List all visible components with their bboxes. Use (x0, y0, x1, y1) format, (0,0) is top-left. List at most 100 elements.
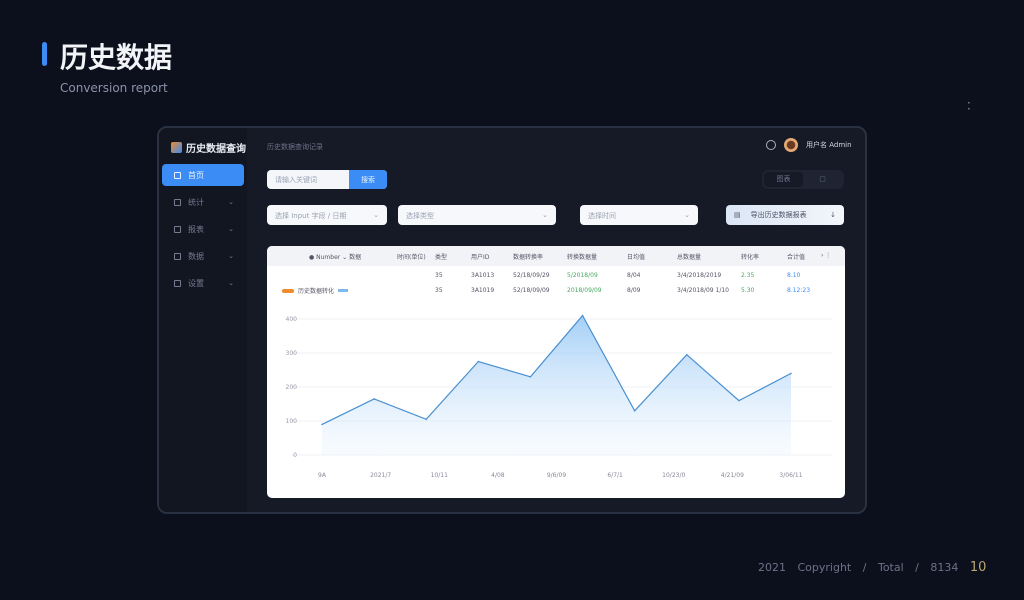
data-point (321, 423, 323, 426)
table-cell: 52/18/09/29 (513, 272, 550, 279)
table-cell: 3/4/2018/2019 (677, 272, 722, 279)
x-tick-label: 3/06/11 (779, 472, 802, 479)
more-icon[interactable]: · · (967, 96, 971, 116)
column-header[interactable]: 转换数据量 (567, 254, 598, 261)
app-window: 历史数据查询 首页统计 ⌄ 报表 ⌄ 数据 ⌄ 设置 ⌄ 历史数据查询记录 用户名 Admin… (157, 126, 867, 514)
column-header[interactable]: 时间(单位) (397, 254, 426, 261)
area-fill (322, 315, 791, 455)
legend-badge (338, 289, 349, 292)
table-cell: 5.30 (741, 287, 755, 294)
footer-text: / (862, 561, 867, 574)
sidebar-item[interactable]: 统计 ⌄ (162, 191, 244, 213)
logo-icon (171, 142, 182, 153)
sidebar-item[interactable]: 设置 ⌄ (162, 272, 244, 294)
document-icon: ▤ (734, 211, 741, 219)
page-title: 历史数据 (60, 41, 173, 74)
menu-icon (174, 225, 181, 233)
sidebar-item-label: 首页 (188, 170, 204, 180)
chevron-down-icon: ⌄ (684, 211, 690, 219)
breadcrumb: 历史数据查询记录 (267, 143, 323, 151)
export-button[interactable]: ▤ 导出历史数据报表 ↓ (726, 205, 844, 225)
sidebar-item[interactable]: 报表 ⌄ (162, 218, 244, 240)
search-button[interactable]: 搜索 (349, 170, 387, 189)
x-tick-label: 9A (318, 472, 327, 479)
area-chart: 0 100 200 300 400 9A 2021/7 10/11 4/08 9/6/09 6/7/… (286, 314, 832, 479)
page-subtitle: Conversion report (60, 81, 168, 95)
table-cell: 3A1019 (471, 287, 495, 294)
column-header[interactable]: ● Number ⌄ 数据 (309, 254, 362, 261)
x-tick-label: 4/21/09 (721, 472, 744, 479)
avatar[interactable] (784, 138, 798, 152)
logo: 历史数据查询 (171, 140, 246, 155)
sidebar-item-label: 数据 (188, 251, 204, 261)
chevron-down-icon: ⌄ (228, 198, 234, 206)
column-header[interactable]: › ⋮ (821, 252, 832, 259)
chevron-down-icon: ⌄ (373, 211, 379, 219)
export-label: 导出历史数据报表 (750, 211, 807, 219)
chart-legend: 历史数据转化 (282, 286, 349, 295)
filter-value: 选择类型 (406, 212, 434, 220)
column-header[interactable]: 日均值 (627, 254, 646, 261)
data-point (581, 314, 584, 317)
notification-icon[interactable] (766, 140, 776, 150)
y-tick-label: 200 (286, 384, 298, 391)
footer-text: 8134 (930, 561, 959, 574)
series-line (321, 314, 792, 425)
data-point (529, 376, 532, 378)
table-cell: 2018/09/09 (567, 287, 602, 294)
filter-field[interactable]: 选择 Input 字段 / 日期 ⌄ (267, 205, 387, 225)
sidebar-item-label: 设置 (188, 278, 204, 288)
footer-text: / (915, 561, 919, 574)
table-cell: 8/09 (627, 287, 641, 294)
sidebar-item-label: 统计 (188, 197, 204, 207)
table-cell: 8.12:23 (787, 287, 811, 294)
view-toggle: 图表 ▢ (762, 170, 844, 189)
menu-icon (174, 198, 181, 206)
x-tick-label: 10/23/0 (662, 472, 685, 479)
filter-time[interactable]: 选择时间 ⌄ (580, 205, 698, 225)
column-header[interactable]: 用户ID (471, 254, 490, 261)
logo-text: 历史数据查询 (186, 144, 246, 155)
table-cell: 8.10 (787, 272, 801, 279)
column-header[interactable]: 合计值 (787, 254, 806, 261)
table-header: ● Number ⌄ 数据 时间(单位) 类型 用户ID 数据转换率 转换数据量 日均值 总数… (267, 246, 845, 266)
download-icon: ↓ (830, 211, 836, 219)
data-panel: ● Number ⌄ 数据 时间(单位) 类型 用户ID 数据转换率 转换数据量 日均值 总数… (267, 246, 845, 498)
search-input[interactable]: 请输入关键词 (275, 176, 317, 184)
x-tick-label: 6/7/1 (607, 472, 623, 479)
search-bar: 请输入关键词 搜索 (267, 170, 387, 189)
chevron-down-icon: ⌄ (228, 279, 234, 287)
sidebar-item[interactable]: 数据 ⌄ (162, 245, 244, 267)
chevron-down-icon: ⌄ (542, 211, 548, 219)
data-point (738, 399, 740, 402)
y-tick-label: 300 (286, 350, 298, 357)
sidebar-item[interactable]: 首页 (162, 164, 244, 186)
column-header[interactable]: 数据转换率 (513, 254, 544, 261)
chevron-down-icon: ⌄ (228, 225, 234, 233)
toggle-chart[interactable]: 图表 (764, 172, 803, 187)
menu-icon (174, 171, 181, 179)
user-area: 用户名 Admin (766, 138, 852, 152)
column-header[interactable]: 总数据量 (677, 254, 702, 261)
chevron-down-icon: ⌄ (228, 252, 234, 260)
menu-icon (174, 279, 181, 287)
table-cell: 35 (435, 272, 443, 279)
table-cell: 8/04 (627, 272, 641, 279)
y-tick-label: 100 (286, 418, 298, 425)
x-tick-label: 10/11 (431, 472, 448, 479)
filter-value: 选择时间 (588, 212, 616, 220)
table-cell: 3A1013 (471, 272, 495, 279)
toggle-table[interactable]: ▢ (819, 175, 826, 183)
y-tick-label: 0 (293, 452, 297, 459)
table-cell: 35 (435, 287, 443, 294)
footer: 2021 Copyright / Total / 8134 10 (758, 560, 986, 575)
sidebar-item-label: 报表 (188, 224, 204, 234)
column-header[interactable]: 转化率 (741, 254, 760, 261)
user-name[interactable]: 用户名 Admin (806, 141, 852, 149)
filter-type[interactable]: 选择类型 ⌄ (398, 205, 556, 225)
filter-value: 选择 Input 字段 / 日期 (275, 212, 347, 220)
x-tick-label: 4/08 (491, 472, 505, 479)
column-header[interactable]: 类型 (435, 254, 448, 261)
menu-icon (174, 252, 181, 260)
legend-label: 历史数据转化 (298, 288, 335, 295)
